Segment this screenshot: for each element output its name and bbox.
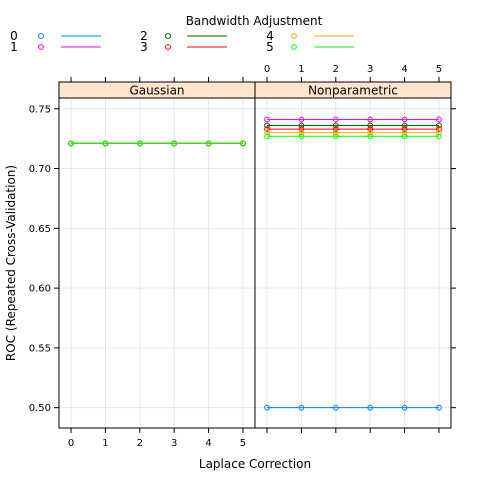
legend-label-0: 0 <box>10 29 18 43</box>
legend-marker-0 <box>38 33 44 39</box>
point-nonparametric-2-2 <box>332 122 339 129</box>
point-nonparametric-2-4 <box>401 122 408 129</box>
point-nonparametric-1-1 <box>298 116 305 123</box>
legend-entries: 01 23 45 <box>10 29 354 54</box>
point-nonparametric-1-5 <box>436 116 442 123</box>
x-tick-label-bottom-4: 4 <box>205 438 211 449</box>
legend-label-5: 5 <box>266 40 274 54</box>
strip-nonparametric-label: Nonparametric <box>308 84 398 98</box>
x-tick-label-bottom-2: 2 <box>137 438 143 449</box>
point-nonparametric-5-1 <box>298 133 305 140</box>
y-tick-label-4: 0.70 <box>29 164 51 175</box>
y-axis-title: ROC (Repeated Cross-Validation) <box>4 165 18 361</box>
point-gaussian-5-1 <box>102 140 109 147</box>
point-nonparametric-5-3 <box>367 133 374 140</box>
x-tick-label-bottom-3: 3 <box>171 438 177 449</box>
point-nonparametric-4-2 <box>332 129 339 136</box>
point-gaussian-5-5 <box>240 140 246 147</box>
point-nonparametric-2-1 <box>298 122 305 129</box>
point-nonparametric-5-0 <box>264 133 270 140</box>
panel-nonparametric-border <box>254 97 452 429</box>
legend-marker-1 <box>38 44 44 50</box>
point-nonparametric-4-5 <box>436 129 442 136</box>
point-nonparametric-1-2 <box>332 116 339 123</box>
point-nonparametric-4-1 <box>298 129 305 136</box>
point-nonparametric-3-4 <box>401 126 408 132</box>
legend-label-2: 2 <box>140 29 148 43</box>
point-nonparametric-2-3 <box>367 122 374 129</box>
legend-label-3: 3 <box>140 40 148 54</box>
point-nonparametric-5-2 <box>332 133 339 140</box>
point-nonparametric-0-3 <box>367 404 374 411</box>
point-nonparametric-0-4 <box>401 404 408 411</box>
point-nonparametric-1-3 <box>367 116 374 123</box>
point-nonparametric-3-3 <box>367 126 374 132</box>
point-nonparametric-4-3 <box>367 129 374 136</box>
point-nonparametric-0-0 <box>264 404 270 411</box>
point-nonparametric-0-2 <box>332 404 339 411</box>
y-tick-label-1: 0.55 <box>29 343 51 354</box>
legend-marker-4 <box>291 33 297 39</box>
point-gaussian-5-4 <box>205 140 212 147</box>
x-axis-bottom: 0 1 2 3 4 5 <box>68 428 440 449</box>
point-nonparametric-3-5 <box>436 126 442 132</box>
point-gaussian-5-2 <box>136 140 143 147</box>
point-gaussian-5-3 <box>171 140 178 147</box>
point-nonparametric-3-2 <box>332 126 339 132</box>
x-tick-label-bottom-1: 1 <box>102 438 108 449</box>
legend-marker-5 <box>291 44 297 50</box>
point-nonparametric-4-4 <box>401 129 408 136</box>
x-tick-label-bottom-5: 5 <box>240 438 246 449</box>
legend: Bandwidth Adjustment 01 23 45 <box>10 14 354 54</box>
x-axis-title: Laplace Correction <box>199 457 311 471</box>
y-axis: 0.50 0.55 0.60 0.65 0.70 0.75 <box>29 104 456 414</box>
point-nonparametric-5-4 <box>401 133 408 140</box>
legend-marker-3 <box>165 44 171 50</box>
y-tick-label-3: 0.65 <box>29 224 51 235</box>
point-nonparametric-0-5 <box>436 404 442 411</box>
y-tick-label-0: 0.50 <box>29 403 51 414</box>
panel-gaussian <box>59 98 255 428</box>
point-nonparametric-2-0 <box>264 122 270 129</box>
x-tick-label-top-1: 1 <box>298 64 304 75</box>
point-gaussian-5-0 <box>68 140 74 147</box>
strip-gaussian: Gaussian <box>58 81 256 99</box>
strip-nonparametric: Nonparametric <box>254 81 452 99</box>
legend-label-1: 1 <box>10 40 18 54</box>
point-nonparametric-3-1 <box>298 126 305 132</box>
panel-nonparametric <box>255 98 451 428</box>
y-tick-label-5: 0.75 <box>29 104 51 115</box>
x-tick-label-top-4: 4 <box>401 64 407 75</box>
point-nonparametric-4-0 <box>264 129 270 136</box>
panel-gaussian-border <box>58 97 256 429</box>
x-axis-top: 0 1 2 3 4 5 <box>70 64 442 82</box>
legend-label-4: 4 <box>266 29 274 43</box>
point-nonparametric-1-0 <box>264 116 270 123</box>
x-tick-label-top-2: 2 <box>333 64 339 75</box>
point-nonparametric-0-1 <box>298 404 305 411</box>
y-tick-label-2: 0.60 <box>29 284 51 295</box>
strip-gaussian-label: Gaussian <box>129 84 184 98</box>
point-nonparametric-3-0 <box>264 126 270 132</box>
x-tick-label-bottom-0: 0 <box>68 438 74 449</box>
legend-title: Bandwidth Adjustment <box>186 14 323 28</box>
point-nonparametric-2-5 <box>436 122 442 129</box>
legend-marker-2 <box>165 33 171 39</box>
x-tick-label-top-5: 5 <box>436 64 442 75</box>
point-nonparametric-5-5 <box>436 133 442 140</box>
x-tick-label-top-3: 3 <box>367 64 373 75</box>
x-tick-label-top-0: 0 <box>264 64 270 75</box>
point-nonparametric-1-4 <box>401 116 408 123</box>
